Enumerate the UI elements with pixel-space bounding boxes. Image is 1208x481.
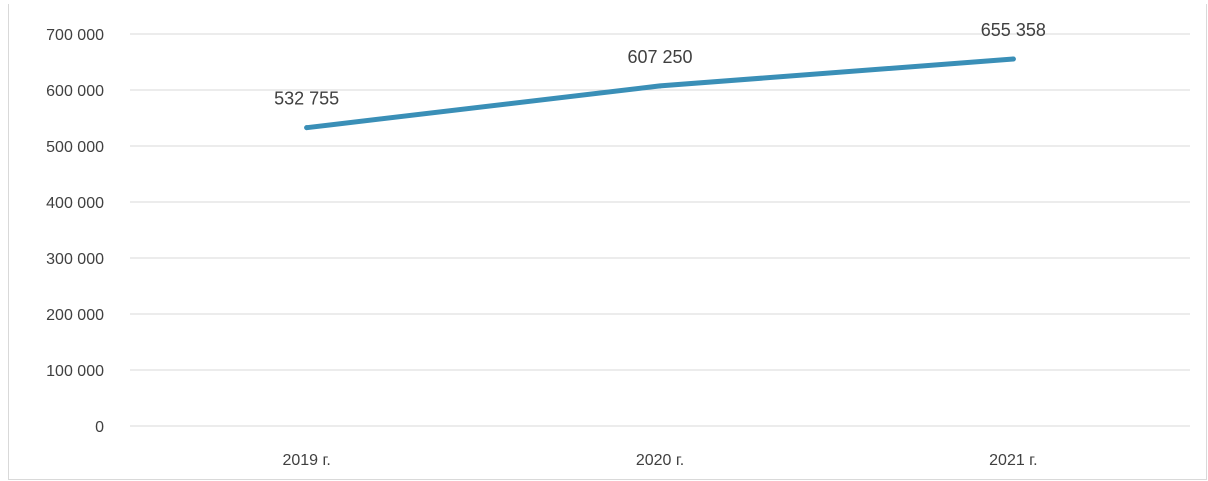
x-tick-label: 2019 г.	[282, 452, 330, 469]
data-labels: 532 755 607 250 655 358	[274, 20, 1046, 109]
y-tick-label: 300 000	[46, 251, 104, 268]
data-label: 607 250	[627, 47, 692, 67]
y-tick-label: 0	[95, 419, 104, 436]
data-point	[304, 125, 310, 131]
chart-frame	[8, 4, 1207, 480]
data-point	[1010, 56, 1016, 62]
data-point	[657, 83, 663, 89]
x-tick-label: 2020 г.	[636, 452, 684, 469]
x-tick-label: 2021 г.	[989, 452, 1037, 469]
y-tick-label: 400 000	[46, 195, 104, 212]
y-tick-label: 600 000	[46, 83, 104, 100]
x-axis: 2019 г. 2020 г. 2021 г.	[282, 452, 1037, 469]
series-line	[304, 56, 1016, 131]
y-tick-label: 200 000	[46, 307, 104, 324]
y-axis: 0 100 000 200 000 300 000 400 000 500 000 600 …	[46, 27, 104, 436]
y-tick-label: 700 000	[46, 27, 104, 44]
data-label: 655 358	[981, 20, 1046, 40]
y-tick-label: 100 000	[46, 363, 104, 380]
gridlines	[130, 33, 1190, 427]
data-label: 532 755	[274, 89, 339, 109]
series	[304, 56, 1016, 131]
y-tick-label: 500 000	[46, 139, 104, 156]
